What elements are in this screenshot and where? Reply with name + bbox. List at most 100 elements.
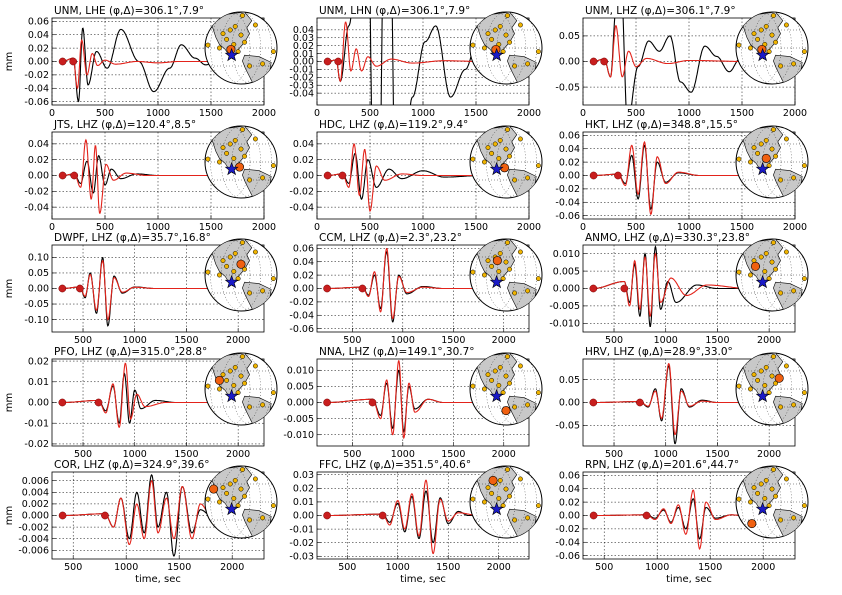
station-dot [503,486,509,492]
y-axis-label: mm [4,279,15,298]
station-dot [489,263,495,269]
station-dot [755,377,761,383]
y-tick-label: 0.04 [559,144,580,155]
phase-marker [58,284,67,293]
y-axis-label: mm [4,393,15,412]
phase-marker [589,398,598,407]
station-dot [512,517,518,523]
station-dot [504,240,510,246]
observed-trace [327,152,483,201]
station-dot [252,249,258,255]
station-dot [504,354,510,360]
x-tick-label: 1500 [464,108,488,119]
station-dot [496,155,502,161]
x-tick-label: 1500 [730,108,754,119]
station-dot [216,159,222,165]
globe-meridian [752,466,793,538]
station-dot [220,31,226,37]
y-tick-label: 0.00 [293,57,314,68]
synthetic-trace [62,362,218,428]
station-dot [763,364,769,370]
station-dot [473,522,479,528]
y-tick-label: -0.04 [289,310,314,321]
station-dot [801,276,807,282]
station-dot [216,499,222,505]
event-star-icon [755,274,770,289]
event-star-icon [755,161,770,176]
station-dot [763,477,769,483]
y-tick-label: 0.04 [28,139,49,150]
globe-meridian [486,126,527,198]
y-tick-label: -0.04 [555,537,580,548]
station-dot [778,517,784,523]
station-dot [270,163,276,169]
x-tick-label: 0 [49,222,55,233]
station-dot [791,61,797,67]
phase-marker [323,284,331,293]
station-dot [769,32,775,38]
x-tick-label: 0 [49,108,55,119]
y-tick-label: 0.02 [28,155,49,166]
station-dot [747,159,753,165]
station-dot [481,272,487,278]
y-tick-label: 0.005 [553,266,580,277]
synthetic-trace [62,479,211,545]
station-dot [507,380,513,386]
station-dot [242,493,248,499]
plot-area [62,27,218,103]
y-tick-label: 0.01 [28,377,49,388]
station-dot [758,141,764,147]
plot-area [62,362,218,428]
station-dot [504,127,510,133]
y-tick-label: 0.00 [28,284,49,295]
station-dot [232,477,238,483]
station-dot [773,266,779,272]
station-dot [470,383,476,389]
station-dot [747,272,753,278]
station-dot [242,153,248,159]
station-dot [231,268,237,274]
x-tick-label: 500 [361,222,379,233]
phase-marker [94,398,103,407]
station-dot [773,493,779,499]
station-dot [470,269,476,275]
globe-meridian [486,353,527,425]
globe-meridian [486,239,527,311]
x-tick-label: 500 [64,562,82,573]
station-dot [205,156,211,162]
event-star-icon [224,388,239,403]
station-dot [766,276,772,282]
x-tick-label: 1000 [123,449,147,460]
event-star-icon [489,47,504,62]
subplot-title: ANMO, LHZ (φ,Δ)=330.3°,23.8° [585,232,750,244]
x-tick-label: 2000 [751,562,775,573]
x-tick-label: 0 [580,222,586,233]
land-masses [736,126,808,198]
globe-inset [469,238,543,312]
phase-marker [323,171,332,180]
station-dot [791,288,797,294]
y-tick-label: 0.05 [559,31,580,42]
y-tick-label: 0.00 [559,511,580,522]
y-tick-label: -0.02 [289,538,314,549]
y-tick-label: 0.00 [28,398,49,409]
event-star-icon [755,47,770,62]
station-dot [485,372,491,378]
station-dot [500,276,506,282]
station-dot [751,372,757,378]
y-tick-label: -0.010 [549,319,580,330]
x-tick-label: 500 [627,108,645,119]
y-tick-label: -0.10 [24,315,49,326]
subplot-jts-lhz: 0 500 1000 1500 2000 -0.04 -0.02 0.00 0.02 0.04 JT… [24,119,278,233]
y-tick-label: -0.04 [555,197,580,208]
station-dot [758,368,764,374]
station-dot [208,295,214,301]
station-dot [220,258,226,264]
station-dot [260,175,266,181]
station-dot [247,404,253,410]
station-dot [247,517,253,523]
station-dot [503,373,509,379]
event-star-icon [755,388,770,403]
x-tick-label: 1500 [174,449,198,460]
y-tick-label: 0.00 [28,57,49,68]
